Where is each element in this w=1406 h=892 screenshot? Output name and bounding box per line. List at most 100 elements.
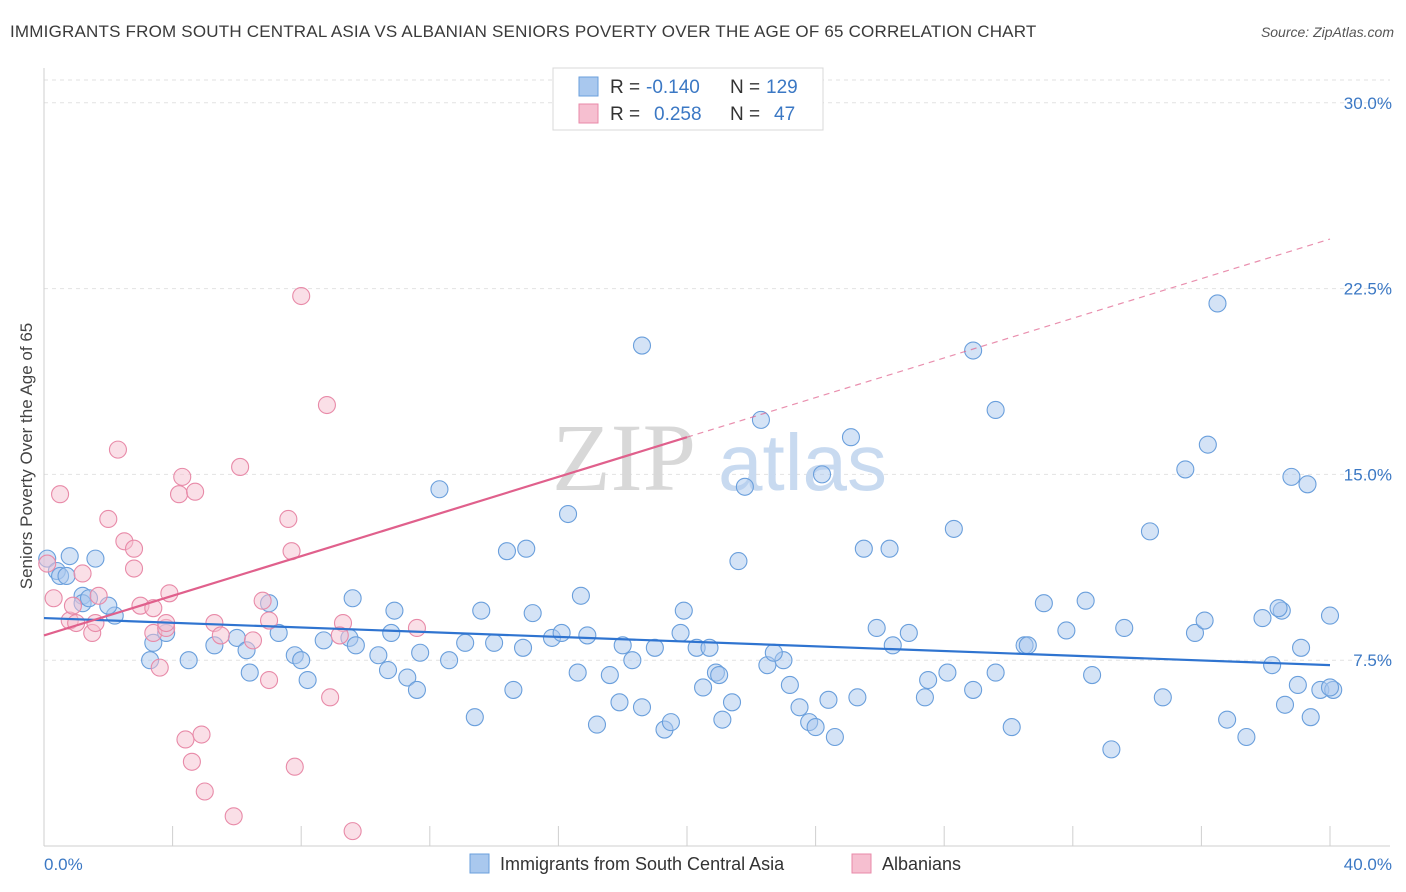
point-0-87 xyxy=(944,519,963,538)
legend-r-label-2: R = xyxy=(610,104,640,125)
point-1-14 xyxy=(124,539,144,558)
point-0-124 xyxy=(841,428,861,447)
source-credit: Source: ZipAtlas.com xyxy=(1260,24,1394,40)
point-1-28 xyxy=(195,782,214,801)
point-0-22 xyxy=(292,651,311,670)
point-1-45 xyxy=(407,618,426,638)
point-0-117 xyxy=(1301,708,1320,727)
point-0-90 xyxy=(1002,718,1021,737)
point-0-32 xyxy=(398,668,417,687)
point-0-103 xyxy=(1263,656,1282,675)
point-1-34 xyxy=(253,591,272,610)
series-legend-swatch-blue xyxy=(469,853,490,874)
point-0-85 xyxy=(919,670,938,690)
point-0-75 xyxy=(812,465,832,484)
point-0-23 xyxy=(298,670,317,690)
point-1-41 xyxy=(321,688,340,707)
point-0-112 xyxy=(1320,678,1340,697)
point-0-55 xyxy=(613,636,632,655)
legend-n-label-1: N = xyxy=(730,77,760,98)
point-0-116 xyxy=(1275,695,1295,714)
point-0-93 xyxy=(1057,621,1076,640)
y-tick-label-0: 7.5% xyxy=(1353,651,1392,670)
point-0-56 xyxy=(623,651,642,670)
point-0-50 xyxy=(571,586,590,605)
legend-n-value-2: 47 xyxy=(774,104,795,125)
point-0-47 xyxy=(552,623,571,642)
point-1-2 xyxy=(51,485,70,504)
point-0-52 xyxy=(587,715,607,734)
point-0-18 xyxy=(240,663,259,682)
point-0-108 xyxy=(1185,623,1205,642)
point-0-45 xyxy=(523,604,542,623)
point-1-11 xyxy=(108,440,127,459)
point-1-6 xyxy=(73,564,92,583)
point-0-127 xyxy=(1288,675,1307,695)
point-1-9 xyxy=(89,586,108,605)
point-0-14 xyxy=(179,651,198,670)
y-tick-label-2: 22.5% xyxy=(1344,280,1392,299)
point-0-126 xyxy=(1195,611,1214,630)
point-1-35 xyxy=(259,670,279,690)
series-legend: Immigrants from South Central Asia Alban… xyxy=(469,853,961,874)
point-0-123 xyxy=(806,718,825,737)
point-0-80 xyxy=(867,618,886,638)
point-0-24 xyxy=(314,631,333,650)
point-0-29 xyxy=(378,661,398,680)
tick-labels: 7.5% 15.0% 22.5% 30.0% 0.0% 40.0% xyxy=(44,94,1392,874)
point-0-118 xyxy=(1208,294,1227,313)
point-0-96 xyxy=(1102,740,1121,759)
point-0-83 xyxy=(899,623,918,642)
point-0-49 xyxy=(568,663,587,682)
point-0-86 xyxy=(938,663,957,682)
point-1-13 xyxy=(124,559,144,578)
point-1-31 xyxy=(224,807,243,826)
point-0-101 xyxy=(1218,710,1237,729)
point-0-30 xyxy=(382,623,401,642)
point-0-105 xyxy=(1292,638,1311,657)
point-0-100 xyxy=(1198,435,1217,454)
point-1-4 xyxy=(63,596,82,615)
legend-swatch-pink xyxy=(578,103,599,124)
point-1-26 xyxy=(186,482,205,501)
point-0-37 xyxy=(456,633,475,652)
point-1-39 xyxy=(292,286,311,306)
point-0-89 xyxy=(986,663,1005,682)
point-0-98 xyxy=(1153,688,1172,707)
point-0-82 xyxy=(883,636,902,655)
watermark: ZIP atlas xyxy=(552,404,887,511)
point-0-69 xyxy=(729,552,748,571)
point-0-121 xyxy=(713,710,732,729)
point-0-44 xyxy=(517,539,536,558)
point-0-28 xyxy=(369,646,388,665)
point-0-26 xyxy=(343,589,362,608)
point-1-10 xyxy=(99,509,118,529)
x-tick-label-1: 40.0% xyxy=(1344,855,1392,874)
legend-r-value-2: 0.258 xyxy=(654,104,702,125)
point-1-22 xyxy=(169,485,189,504)
point-1-27 xyxy=(192,725,211,744)
point-0-88 xyxy=(964,680,983,699)
point-1-44 xyxy=(330,626,349,645)
y-tick-label-3: 30.0% xyxy=(1344,94,1392,113)
point-0-115 xyxy=(1298,475,1317,494)
point-0-111 xyxy=(1320,606,1340,625)
y-tick-label-1: 15.0% xyxy=(1344,465,1392,484)
point-0-125 xyxy=(1140,522,1160,541)
point-0-53 xyxy=(600,666,619,685)
point-1-24 xyxy=(176,730,195,749)
point-0-120 xyxy=(751,410,770,429)
point-1-0 xyxy=(38,554,57,573)
point-0-48 xyxy=(558,504,578,524)
point-1-46 xyxy=(259,611,279,630)
data-points xyxy=(38,286,1343,841)
point-0-38 xyxy=(465,708,484,727)
point-1-43 xyxy=(343,822,362,841)
point-0-19 xyxy=(269,623,288,642)
point-0-33 xyxy=(411,643,430,662)
point-0-94 xyxy=(1076,591,1095,610)
series-legend-swatch-pink xyxy=(851,853,872,874)
point-0-64 xyxy=(694,678,713,697)
point-0-130 xyxy=(632,336,652,355)
point-0-102 xyxy=(1237,727,1256,747)
